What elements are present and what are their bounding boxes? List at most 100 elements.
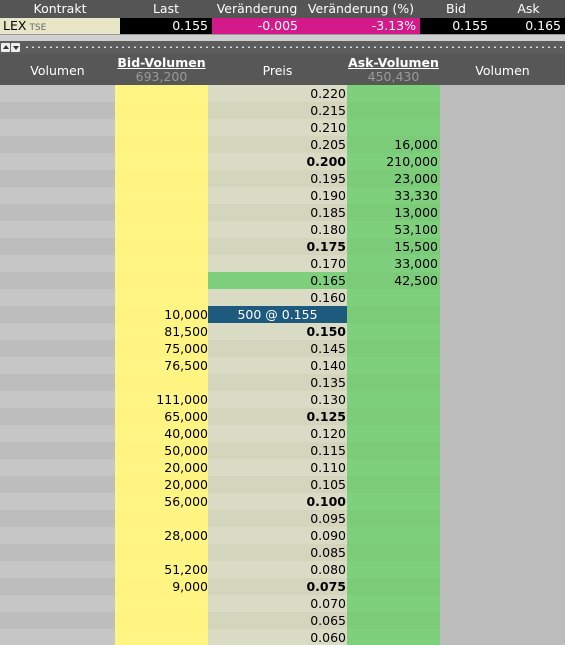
- ask-volume-cell[interactable]: 13,000: [347, 204, 440, 221]
- bid-volume-cell[interactable]: [115, 221, 208, 238]
- ask-volume-cell[interactable]: [347, 527, 440, 544]
- ask-volume-cell[interactable]: 210,000: [347, 153, 440, 170]
- ask-volume-cell[interactable]: [347, 425, 440, 442]
- contract-cell[interactable]: LEX TSE: [0, 18, 120, 34]
- ladder-row[interactable]: 75,000 0.145: [0, 340, 565, 357]
- bid-volume-cell[interactable]: [115, 153, 208, 170]
- ask-volume-cell[interactable]: 42,500: [347, 272, 440, 289]
- ladder-row[interactable]: 28,000 0.090: [0, 527, 565, 544]
- column-ask-volume[interactable]: Ask-Volumen 450,430: [347, 54, 440, 85]
- bid-volume-cell[interactable]: 76,500: [115, 357, 208, 374]
- bid-volume-cell[interactable]: 20,000: [115, 476, 208, 493]
- bid-volume-cell[interactable]: 65,000: [115, 408, 208, 425]
- price-cell[interactable]: 0.205: [208, 136, 347, 153]
- ask-volume-cell[interactable]: 16,000: [347, 136, 440, 153]
- bid-volume-cell[interactable]: [115, 187, 208, 204]
- price-cell[interactable]: 0.200: [208, 153, 347, 170]
- bid-volume-cell[interactable]: [115, 629, 208, 645]
- bid-volume-cell[interactable]: [115, 204, 208, 221]
- ask-volume-cell[interactable]: [347, 119, 440, 136]
- ladder-row[interactable]: 76,500 0.140: [0, 357, 565, 374]
- bid-volume-cell[interactable]: [115, 595, 208, 612]
- price-cell[interactable]: 0.220: [208, 85, 347, 102]
- column-price[interactable]: Preis: [208, 54, 347, 85]
- price-cell[interactable]: 0.215: [208, 102, 347, 119]
- bid-volume-cell[interactable]: 9,000: [115, 578, 208, 595]
- price-cell[interactable]: 0.065: [208, 612, 347, 629]
- bid-volume-cell[interactable]: 51,200: [115, 561, 208, 578]
- price-cell[interactable]: 0.100: [208, 493, 347, 510]
- price-cell[interactable]: 0.125: [208, 408, 347, 425]
- ladder-row[interactable]: 0.095: [0, 510, 565, 527]
- price-cell[interactable]: 0.070: [208, 595, 347, 612]
- price-ladder[interactable]: 0.220 0.215 0.210 0.205 16,000 0.200 210,000 0.…: [0, 85, 565, 645]
- triangle-down-icon[interactable]: [11, 43, 20, 52]
- price-cell[interactable]: 0.165: [208, 272, 347, 289]
- ask-volume-cell[interactable]: [347, 289, 440, 306]
- price-cell[interactable]: 0.140: [208, 357, 347, 374]
- price-cell[interactable]: 0.095: [208, 510, 347, 527]
- bid-volume-cell[interactable]: 56,000: [115, 493, 208, 510]
- price-cell[interactable]: 0.175: [208, 238, 347, 255]
- bid-volume-cell[interactable]: [115, 510, 208, 527]
- ask-volume-cell[interactable]: 33,000: [347, 255, 440, 272]
- ladder-row[interactable]: 0.220: [0, 85, 565, 102]
- price-cell[interactable]: 0.145: [208, 340, 347, 357]
- ladder-row[interactable]: 81,500 0.150: [0, 323, 565, 340]
- price-cell[interactable]: 0.080: [208, 561, 347, 578]
- ladder-row[interactable]: 0.065: [0, 612, 565, 629]
- ladder-row[interactable]: 0.135: [0, 374, 565, 391]
- ask-volume-cell[interactable]: 15,500: [347, 238, 440, 255]
- price-cell[interactable]: 0.210: [208, 119, 347, 136]
- ladder-row[interactable]: 65,000 0.125: [0, 408, 565, 425]
- ladder-row[interactable]: 0.170 33,000: [0, 255, 565, 272]
- price-cell[interactable]: 0.085: [208, 544, 347, 561]
- ladder-row[interactable]: 56,000 0.100: [0, 493, 565, 510]
- ladder-row[interactable]: 0.165 42,500: [0, 272, 565, 289]
- bid-volume-cell[interactable]: [115, 272, 208, 289]
- column-bid-volume[interactable]: Bid-Volumen 693,200: [115, 54, 208, 85]
- price-cell[interactable]: 0.180: [208, 221, 347, 238]
- ladder-row[interactable]: 40,000 0.120: [0, 425, 565, 442]
- triangle-up-icon[interactable]: [1, 43, 10, 52]
- column-volume-right[interactable]: Volumen: [440, 54, 565, 85]
- price-cell[interactable]: 0.060: [208, 629, 347, 645]
- ladder-row[interactable]: 0.180 53,100: [0, 221, 565, 238]
- ask-volume-cell[interactable]: [347, 306, 440, 323]
- ladder-row[interactable]: 20,000 0.110: [0, 459, 565, 476]
- price-cell[interactable]: 0.195: [208, 170, 347, 187]
- bid-volume-cell[interactable]: [115, 119, 208, 136]
- ask-volume-cell[interactable]: [347, 374, 440, 391]
- bid-volume-cell[interactable]: [115, 170, 208, 187]
- bid-volume-cell[interactable]: 10,000: [115, 306, 208, 323]
- price-cell[interactable]: 0.115: [208, 442, 347, 459]
- ladder-row[interactable]: 0.060: [0, 629, 565, 645]
- ask-volume-cell[interactable]: [347, 459, 440, 476]
- ladder-row[interactable]: 20,000 0.105: [0, 476, 565, 493]
- ask-volume-cell[interactable]: [347, 391, 440, 408]
- ladder-row[interactable]: 0.070: [0, 595, 565, 612]
- ask-volume-cell[interactable]: [347, 340, 440, 357]
- ladder-row[interactable]: 0.210: [0, 119, 565, 136]
- bid-volume-cell[interactable]: 40,000: [115, 425, 208, 442]
- ladder-row[interactable]: 0.195 23,000: [0, 170, 565, 187]
- price-cell[interactable]: 0.130: [208, 391, 347, 408]
- price-cell[interactable]: 0.075: [208, 578, 347, 595]
- bid-volume-cell[interactable]: [115, 374, 208, 391]
- ladder-row[interactable]: 0.185 13,000: [0, 204, 565, 221]
- ask-volume-cell[interactable]: 53,100: [347, 221, 440, 238]
- bid-volume-cell[interactable]: [115, 238, 208, 255]
- ask-volume-cell[interactable]: [347, 85, 440, 102]
- ladder-row[interactable]: 0.215: [0, 102, 565, 119]
- bid-volume-cell[interactable]: 111,000: [115, 391, 208, 408]
- resize-handle[interactable]: [24, 46, 563, 48]
- ladder-row[interactable]: 0.205 16,000: [0, 136, 565, 153]
- ask-volume-cell[interactable]: [347, 442, 440, 459]
- bid-volume-cell[interactable]: 81,500: [115, 323, 208, 340]
- quote-row[interactable]: LEX TSE 0.155 -0.005 -3.13% 0.155 0.165: [0, 18, 565, 34]
- ladder-row[interactable]: 0.160: [0, 289, 565, 306]
- ladder-row[interactable]: 0.175 15,500: [0, 238, 565, 255]
- ladder-row[interactable]: 0.190 33,330: [0, 187, 565, 204]
- price-cell[interactable]: 0.135: [208, 374, 347, 391]
- ask-volume-cell[interactable]: [347, 323, 440, 340]
